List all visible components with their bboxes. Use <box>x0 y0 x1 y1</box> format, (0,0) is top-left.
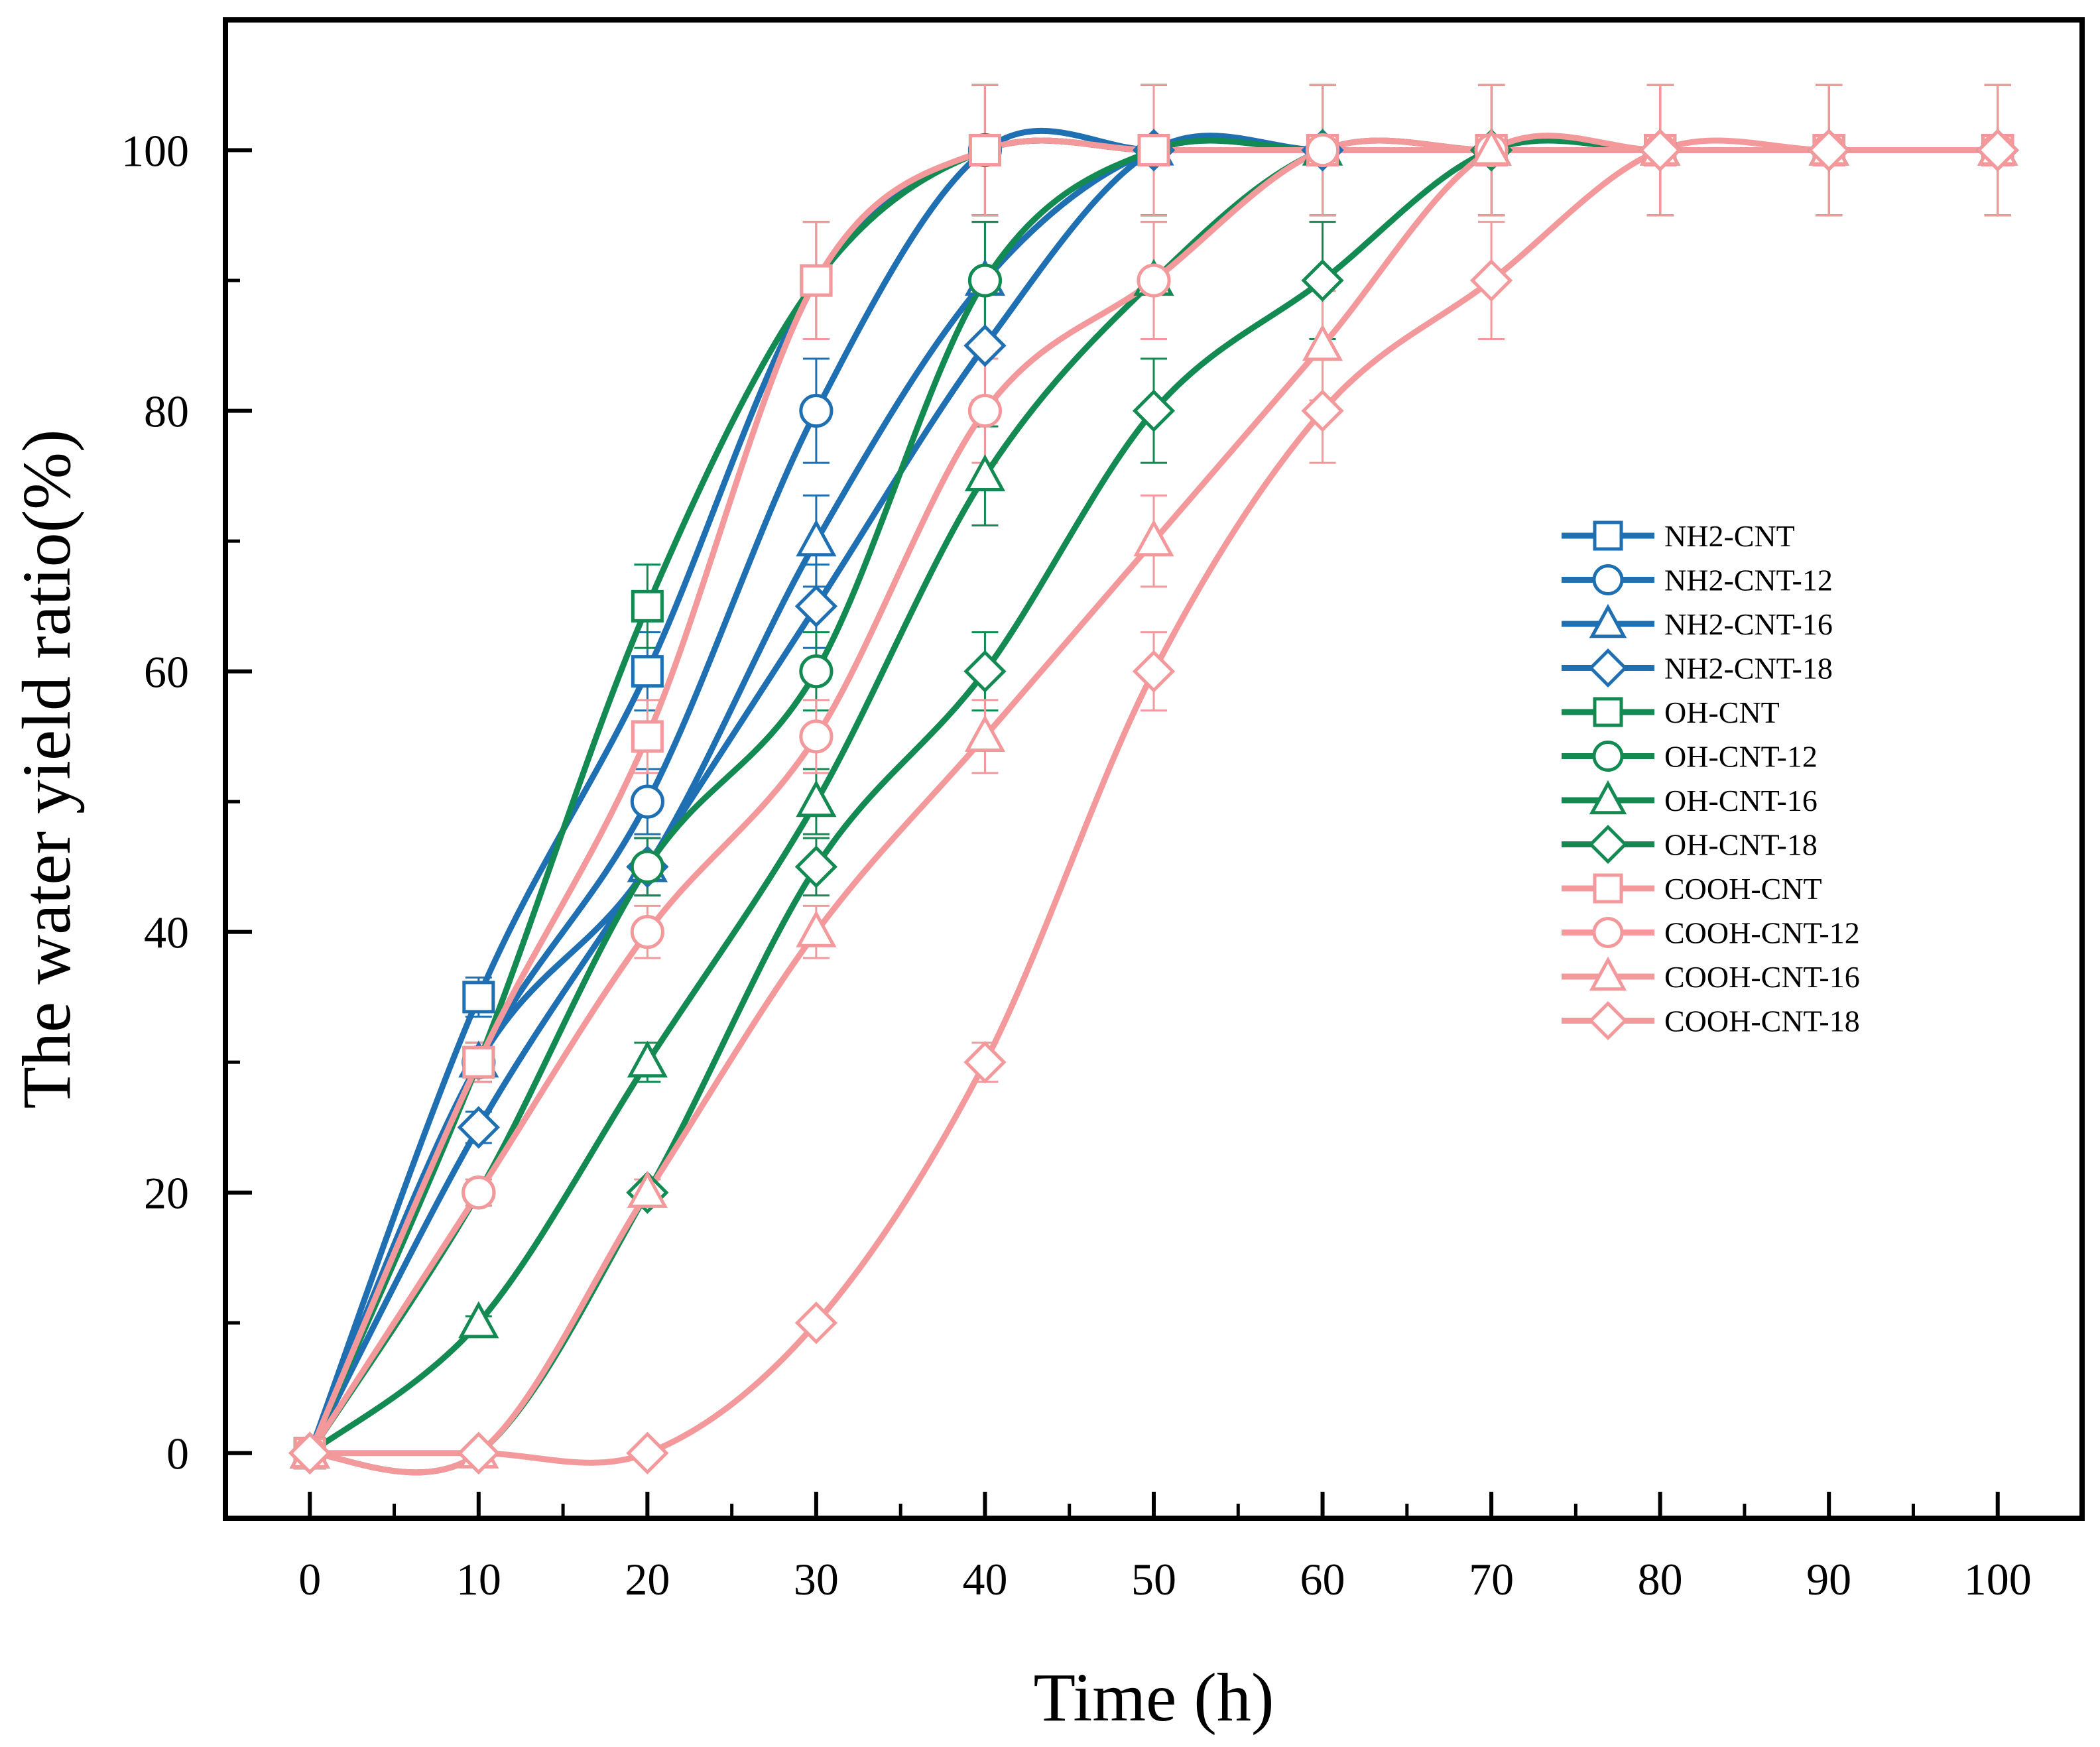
data-point-cooh-cnt-18 <box>457 1431 500 1475</box>
axes-layer: 0 10 20 30 40 50 60 70 80 90 100 0 20 40 60 80 100 <box>121 126 2032 1604</box>
data-point-cooh-cnt-12 <box>799 719 834 754</box>
data-point-cooh-cnt-16 <box>964 715 1006 752</box>
y-tick-label: 80 <box>144 387 189 437</box>
x-tick-label: 30 <box>794 1554 839 1604</box>
data-point-oh-cnt-12 <box>967 263 1003 298</box>
data-point-nh2-cnt-12 <box>630 784 664 819</box>
x-tick-label: 0 <box>298 1554 321 1604</box>
data-point-cooh-cnt <box>1137 134 1170 167</box>
y-tick-label: 60 <box>144 647 189 697</box>
data-point-cooh-cnt <box>968 134 1001 167</box>
data-point-cooh-cnt-12 <box>630 915 664 949</box>
data-point-oh-cnt-18 <box>1301 259 1344 302</box>
legend-marker-nh2-cnt <box>1593 520 1623 551</box>
legend-marker-oh-cnt-18 <box>1588 824 1628 865</box>
x-tick-label: 100 <box>1964 1554 2032 1604</box>
legend-label-nh2-cnt: NH2-CNT <box>1664 519 1795 553</box>
y-tick-label: 100 <box>121 126 189 176</box>
data-point-oh-cnt-18 <box>963 650 1007 693</box>
y-tick-label: 40 <box>144 908 189 958</box>
data-point-cooh-cnt-18 <box>1301 389 1344 432</box>
legend-label-oh-cnt: OH-CNT <box>1664 695 1780 729</box>
legend-marker-nh2-cnt-18 <box>1588 648 1628 688</box>
data-point-oh-cnt-16 <box>964 454 1006 491</box>
legend-marker-oh-cnt <box>1593 697 1623 727</box>
x-tick-label: 40 <box>962 1554 1007 1604</box>
legend-label-nh2-cnt-12: NH2-CNT-12 <box>1664 564 1833 597</box>
legend-label-oh-cnt-16: OH-CNT-16 <box>1664 784 1818 817</box>
data-point-cooh-cnt <box>462 1046 495 1079</box>
data-point-nh2-cnt <box>462 981 495 1014</box>
data-point-oh-cnt-18 <box>1132 389 1176 432</box>
x-tick-label: 20 <box>625 1554 670 1604</box>
data-point-oh-cnt-16 <box>796 780 837 817</box>
data-point-nh2-cnt-16 <box>796 519 837 557</box>
legend-label-nh2-cnt-16: NH2-CNT-16 <box>1664 607 1833 641</box>
y-axis-title: The water yield ratio(%) <box>9 429 85 1109</box>
legend-label-oh-cnt-12: OH-CNT-12 <box>1664 740 1818 774</box>
data-point-cooh-cnt-18 <box>626 1431 669 1475</box>
legend-label-cooh-cnt-18: COOH-CNT-18 <box>1664 1004 1860 1038</box>
legend-marker-cooh-cnt-16 <box>1589 956 1627 991</box>
legend-label-cooh-cnt-12: COOH-CNT-12 <box>1664 916 1860 950</box>
y-tick-label: 0 <box>166 1429 189 1479</box>
data-point-cooh-cnt-12 <box>462 1175 496 1210</box>
data-point-cooh-cnt-18 <box>288 1431 332 1475</box>
y-tick-label: 20 <box>144 1168 189 1219</box>
data-point-cooh-cnt-18 <box>1638 129 1682 172</box>
legend-marker-oh-cnt-12 <box>1592 741 1624 772</box>
legend-label-cooh-cnt-16: COOH-CNT-16 <box>1664 960 1860 994</box>
data-point-cooh-cnt-16 <box>796 910 837 947</box>
legend-label-cooh-cnt: COOH-CNT <box>1664 872 1822 906</box>
legend-label-oh-cnt-18: OH-CNT-18 <box>1664 828 1818 862</box>
data-point-cooh-cnt-12 <box>967 393 1003 428</box>
data-point-oh-cnt-16 <box>458 1301 499 1339</box>
x-tick-label: 70 <box>1469 1554 1514 1604</box>
data-point-oh-cnt-12 <box>799 654 834 689</box>
x-tick-label: 10 <box>456 1554 501 1604</box>
data-point-cooh-cnt-18 <box>1132 650 1176 693</box>
data-point-cooh-cnt-16 <box>1302 324 1343 361</box>
legend-marker-cooh-cnt-12 <box>1592 917 1624 948</box>
data-point-cooh-cnt-18 <box>1469 259 1513 302</box>
data-point-nh2-cnt-18 <box>794 585 838 628</box>
data-point-cooh-cnt-12 <box>1137 263 1171 298</box>
data-point-cooh-cnt <box>631 720 664 753</box>
data-point-cooh-cnt <box>800 264 833 297</box>
legend-label-nh2-cnt-18: NH2-CNT-18 <box>1664 652 1833 686</box>
data-point-oh-cnt-16 <box>627 1040 668 1078</box>
data-point-nh2-cnt-12 <box>799 393 834 428</box>
data-point-cooh-cnt-16 <box>1471 128 1512 166</box>
x-tick-label: 80 <box>1638 1554 1683 1604</box>
data-point-nh2-cnt <box>631 655 664 688</box>
data-point-oh-cnt <box>631 589 664 623</box>
data-point-oh-cnt-18 <box>794 845 838 888</box>
data-point-nh2-cnt-18 <box>963 324 1007 367</box>
legend: NH2-CNT NH2-CNT-12 NH2-CNT-16 NH2-CNT-18 OH-… <box>1562 519 1860 1041</box>
data-point-cooh-cnt-16 <box>627 1170 668 1208</box>
legend-marker-nh2-cnt-12 <box>1592 564 1624 595</box>
data-point-cooh-cnt-18 <box>1808 129 1851 172</box>
data-point-cooh-cnt-16 <box>1133 519 1174 557</box>
x-tick-label: 50 <box>1131 1554 1176 1604</box>
data-point-nh2-cnt-18 <box>457 1106 500 1149</box>
legend-marker-oh-cnt-16 <box>1589 780 1627 815</box>
x-tick-label: 60 <box>1300 1554 1345 1604</box>
data-point-oh-cnt-12 <box>630 849 664 884</box>
x-axis-title: Time (h) <box>1033 1659 1274 1736</box>
data-point-cooh-cnt-12 <box>1305 133 1340 168</box>
data-point-cooh-cnt-18 <box>1976 129 2019 172</box>
x-tick-label: 90 <box>1806 1554 1851 1604</box>
legend-marker-cooh-cnt-18 <box>1588 1000 1628 1041</box>
data-point-cooh-cnt-18 <box>963 1041 1007 1084</box>
markers-layer <box>288 128 2019 1475</box>
legend-marker-cooh-cnt <box>1593 873 1623 904</box>
data-point-cooh-cnt-18 <box>794 1301 838 1345</box>
legend-marker-nh2-cnt-16 <box>1589 603 1627 638</box>
